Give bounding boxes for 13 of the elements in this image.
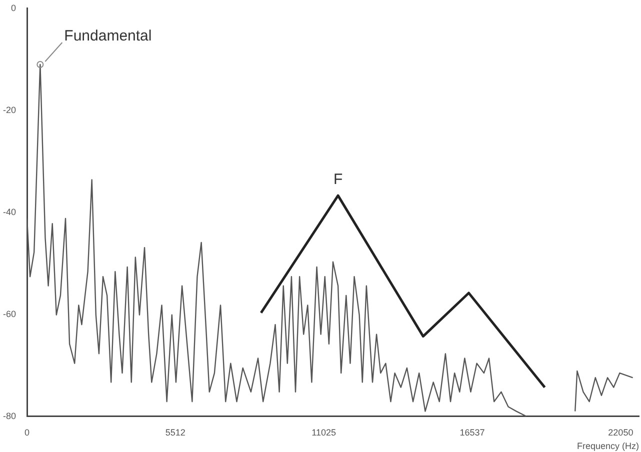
annotation: F	[333, 171, 343, 188]
x-tick-label: 0	[24, 427, 30, 438]
x-tick-label: 5512	[165, 427, 186, 438]
y-tick-label: 0	[10, 2, 16, 13]
y-tick-label: -80	[2, 410, 16, 421]
y-tick-label: -60	[2, 308, 16, 319]
y-tick-label: -20	[2, 104, 16, 115]
x-axis-title: Frequency (Hz)	[576, 441, 640, 452]
x-tick-label: 16537	[460, 427, 485, 438]
annotation: Fundamental	[64, 28, 152, 45]
x-tick-label: 11025	[312, 427, 336, 438]
y-tick-label: -40	[2, 206, 16, 217]
x-tick-label: 22050	[608, 427, 634, 438]
